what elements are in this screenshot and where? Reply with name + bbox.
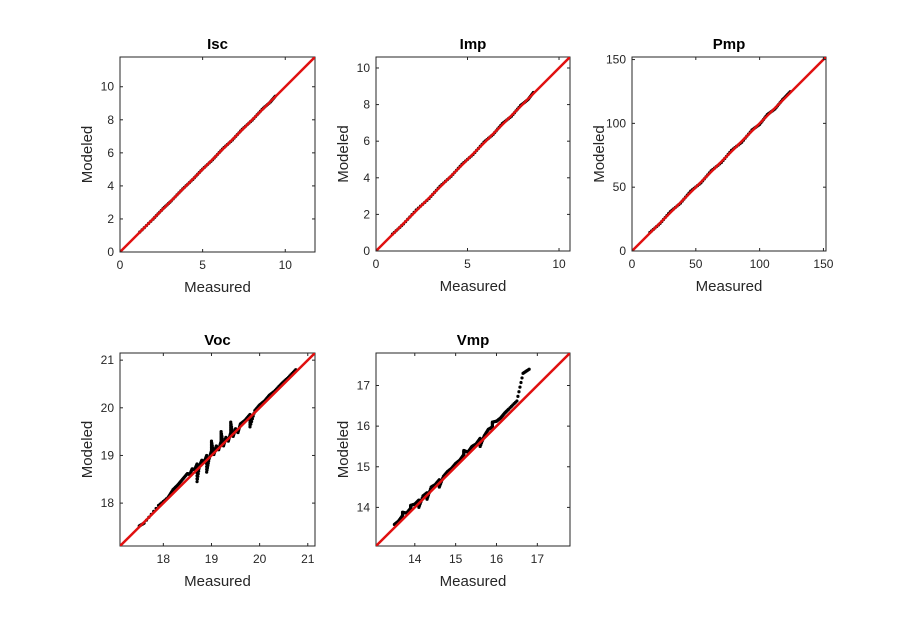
panel-vmp: 14 15 16 17 14 15 16 17 Vmp Measured Modeled bbox=[335, 332, 571, 590]
y-tick-label: 50 bbox=[613, 180, 627, 194]
data-point-fill bbox=[219, 432, 224, 436]
chart-title: Isc bbox=[207, 36, 228, 53]
data-point-fill bbox=[517, 390, 521, 394]
data-point-fill bbox=[520, 376, 524, 380]
data-point-fill bbox=[526, 368, 530, 372]
y-tick-label: 4 bbox=[363, 171, 370, 185]
marks bbox=[376, 353, 570, 546]
y-tick-label: 16 bbox=[357, 419, 371, 433]
reference-line bbox=[120, 353, 315, 546]
reference-line bbox=[376, 353, 570, 546]
panel-voc: 18 19 20 21 18 19 20 21 Voc Measured Modeled bbox=[79, 332, 316, 590]
y-axis-label: Modeled bbox=[591, 125, 608, 183]
x-tick-label: 18 bbox=[157, 552, 171, 566]
y-tick-label: 2 bbox=[107, 212, 114, 226]
data-point-fill bbox=[519, 380, 523, 385]
data-point-fill bbox=[196, 472, 200, 476]
x-tick-label: 0 bbox=[373, 257, 380, 271]
x-tick-label: 0 bbox=[629, 257, 636, 271]
chart-title: Vmp bbox=[457, 332, 490, 349]
y-tick-label: 18 bbox=[101, 496, 115, 510]
y-tick-label: 0 bbox=[363, 244, 370, 258]
y-tick-label: 10 bbox=[357, 61, 371, 75]
marks bbox=[376, 57, 570, 251]
y-tick-label: 19 bbox=[101, 448, 115, 462]
marks bbox=[120, 353, 315, 546]
x-axis-label: Measured bbox=[440, 278, 507, 295]
y-axis-label: Modeled bbox=[335, 421, 352, 479]
data-point-fill bbox=[506, 408, 510, 412]
data-point-fill bbox=[229, 425, 234, 429]
reference-line bbox=[376, 57, 570, 251]
data-point-fill bbox=[250, 417, 255, 421]
y-tick-label: 4 bbox=[107, 179, 114, 193]
y-tick-label: 8 bbox=[363, 98, 370, 112]
x-axis-label: Measured bbox=[184, 573, 251, 590]
x-tick-label: 14 bbox=[408, 552, 422, 566]
data-point-fill bbox=[220, 434, 224, 438]
y-tick-label: 21 bbox=[101, 353, 115, 367]
data-point-fill bbox=[220, 437, 224, 441]
chart-title: Voc bbox=[204, 332, 230, 349]
x-tick-label: 15 bbox=[449, 552, 463, 566]
marks bbox=[632, 57, 826, 251]
x-tick-label: 100 bbox=[750, 257, 770, 271]
data-point-fill bbox=[250, 419, 254, 424]
y-tick-label: 6 bbox=[363, 134, 370, 148]
x-tick-label: 5 bbox=[464, 257, 471, 271]
x-tick-label: 10 bbox=[552, 257, 566, 271]
x-tick-label: 16 bbox=[490, 552, 504, 566]
x-tick-label: 5 bbox=[199, 258, 206, 272]
y-tick-label: 0 bbox=[619, 244, 626, 258]
y-tick-label: 14 bbox=[357, 500, 371, 514]
marks bbox=[120, 57, 315, 252]
chart-title: Imp bbox=[460, 36, 487, 53]
x-tick-label: 21 bbox=[301, 552, 315, 566]
y-tick-label: 20 bbox=[101, 401, 115, 415]
y-tick-label: 150 bbox=[606, 53, 626, 67]
data-point-fill bbox=[516, 394, 520, 398]
y-tick-label: 0 bbox=[107, 245, 114, 259]
y-tick-label: 2 bbox=[363, 207, 370, 221]
data-point-fill bbox=[513, 400, 518, 404]
data-point bbox=[195, 480, 199, 484]
reference-line bbox=[632, 57, 826, 251]
x-tick-label: 10 bbox=[279, 258, 293, 272]
chart-title: Pmp bbox=[713, 36, 746, 53]
y-axis-label: Modeled bbox=[79, 126, 96, 184]
data-point-fill bbox=[196, 474, 200, 479]
y-axis-label: Modeled bbox=[79, 421, 96, 479]
y-tick-label: 8 bbox=[107, 113, 114, 127]
x-tick-label: 50 bbox=[689, 257, 703, 271]
data-point-fill bbox=[230, 427, 234, 431]
x-tick-label: 19 bbox=[205, 552, 219, 566]
data-point-fill bbox=[249, 422, 253, 426]
x-tick-label: 20 bbox=[253, 552, 267, 566]
y-tick-label: 10 bbox=[101, 80, 115, 94]
y-tick-label: 6 bbox=[107, 146, 114, 160]
x-axis-label: Measured bbox=[440, 573, 507, 590]
panel-pmp: 0 50 100 150 0 50 100 150 Pmp Measured Modeled bbox=[591, 36, 834, 295]
x-tick-label: 17 bbox=[531, 552, 545, 566]
x-tick-label: 0 bbox=[117, 258, 124, 272]
x-axis-label: Measured bbox=[184, 279, 251, 296]
panel-imp: 0 5 10 0 2 4 6 8 10 Imp Measured Modeled bbox=[335, 36, 571, 295]
data-point-fill bbox=[518, 385, 522, 389]
x-tick-label: 150 bbox=[813, 257, 833, 271]
x-axis-label: Measured bbox=[696, 278, 763, 295]
y-tick-label: 17 bbox=[357, 379, 371, 393]
data-point-fill bbox=[195, 477, 200, 481]
y-tick-label: 15 bbox=[357, 460, 371, 474]
y-axis-label: Modeled bbox=[335, 125, 352, 183]
panel-isc: 0 5 10 0 2 4 6 8 10 Isc Measured Modeled bbox=[79, 36, 316, 296]
reference-line bbox=[120, 57, 315, 252]
y-tick-label: 100 bbox=[606, 116, 626, 130]
data-point-fill bbox=[209, 450, 213, 454]
data-point-fill bbox=[229, 422, 233, 427]
